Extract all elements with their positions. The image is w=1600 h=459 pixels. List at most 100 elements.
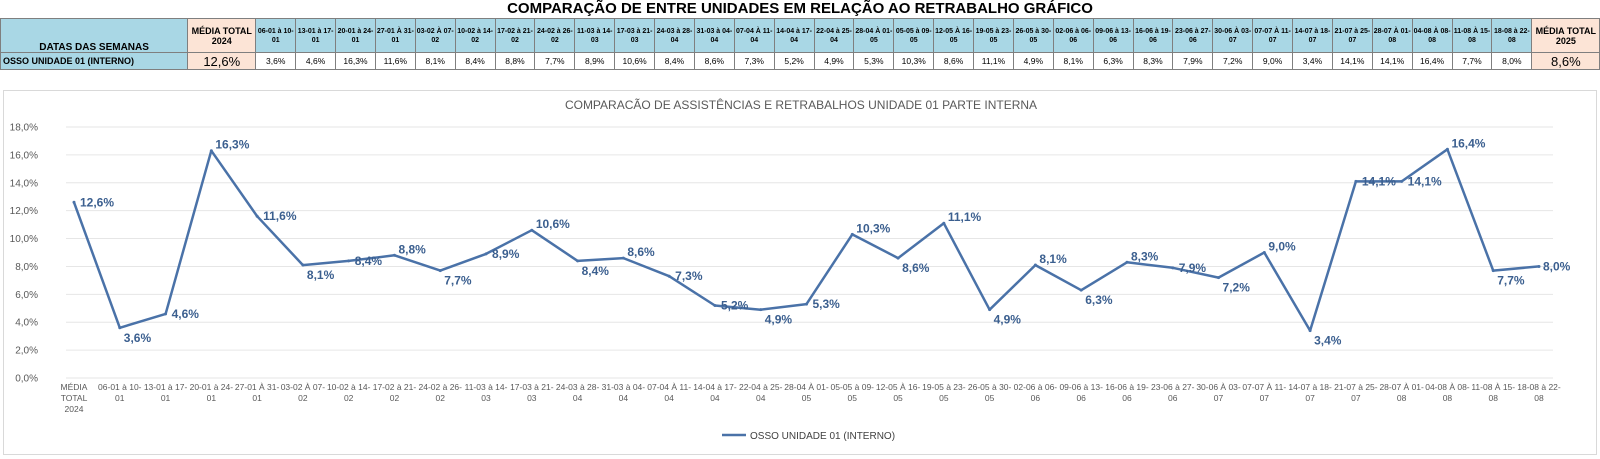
chart-container: COMPARACÃO DE ASSISTÊNCIAS E RETRABALHOS… — [3, 90, 1597, 455]
y-tick-label: 8,0% — [15, 262, 38, 273]
data-label: 16,4% — [1451, 136, 1485, 150]
week-header: 30-06 À 03-07 — [1212, 18, 1254, 53]
data-label: 8,8% — [398, 242, 426, 256]
y-tick-label: 12,0% — [10, 206, 38, 217]
line-chart: COMPARACÃO DE ASSISTÊNCIAS E RETRABALHOS… — [10, 97, 1571, 442]
week-value: 10,6% — [614, 52, 656, 70]
chart-title: COMPARACÃO DE ASSISTÊNCIAS E RETRABALHOS… — [565, 97, 1037, 112]
data-point — [118, 326, 122, 330]
x-tick-label: 19-05 à 23-05 — [922, 382, 966, 403]
data-label: 8,9% — [492, 247, 520, 261]
week-header: 11-08 À 15-08 — [1451, 18, 1493, 53]
data-point — [1217, 276, 1221, 280]
week-value: 16,3% — [335, 52, 376, 70]
data-point — [1171, 266, 1175, 270]
data-point — [392, 253, 396, 257]
x-tick-label: 14-04 à 17-04 — [693, 382, 737, 403]
data-label: 8,4% — [582, 264, 610, 278]
legend-label: OSSO UNIDADE 01 (INTERNO) — [750, 431, 895, 442]
data-label: 8,0% — [1543, 259, 1571, 273]
week-header: 22-04 à 25-04 — [813, 18, 855, 53]
x-tick-label: 20-01 à 24-01 — [190, 382, 234, 403]
data-label: 10,6% — [536, 217, 570, 231]
x-tick-label: 16-06 à 19-06 — [1105, 382, 1149, 403]
week-value: 6,3% — [1092, 52, 1134, 70]
x-tick-label: 31-03 à 04-04 — [602, 382, 646, 403]
data-point — [164, 312, 168, 316]
week-value: 11,6% — [374, 52, 416, 70]
week-value: 10,3% — [893, 52, 935, 70]
data-label: 7,2% — [1223, 281, 1251, 295]
week-header: 26-05 à 30-05 — [1012, 18, 1054, 53]
x-tick-label: 21-07 à 25-07 — [1334, 382, 1378, 403]
x-tick-label: 10-02 à 14-02 — [327, 382, 371, 403]
data-label: 16,3% — [215, 138, 249, 152]
x-tick-label: 11-03 à 14-03 — [465, 382, 508, 403]
week-header: 06-01 à 10-01 — [255, 18, 297, 53]
data-point — [621, 256, 625, 260]
avg-2025-header: MÉDIA TOTAL 2025 — [1531, 18, 1600, 53]
data-label: 4,9% — [994, 313, 1022, 327]
week-header: 23-06 à 27-06 — [1172, 18, 1214, 53]
week-value: 4,9% — [813, 52, 855, 70]
data-label: 7,7% — [444, 274, 472, 288]
data-point — [759, 308, 763, 312]
table-row: OSSO UNIDADE 01 (INTERNO) 12,6% 3,6% 4,6% 16… — [0, 52, 1600, 70]
data-point — [576, 259, 580, 263]
week-value: 14,1% — [1331, 52, 1373, 70]
avg-2024-value: 12,6% — [187, 52, 257, 70]
week-value: 14,1% — [1371, 52, 1413, 70]
data-point — [1354, 179, 1358, 183]
week-header: 21-07 à 25-07 — [1331, 18, 1373, 53]
x-tick-label: 30-06 À 03-07 — [1196, 382, 1241, 403]
data-label: 3,6% — [124, 331, 152, 345]
x-tick-label: 04-08 À 08-08 — [1425, 382, 1470, 403]
y-tick-label: 10,0% — [10, 234, 38, 245]
data-point — [1125, 260, 1129, 264]
x-tick-label: 12-05 À 16-05 — [876, 382, 921, 403]
data-label: 7,7% — [1497, 274, 1525, 288]
week-header: 07-04 À 11-04 — [733, 18, 775, 53]
week-header: 31-03 à 04-04 — [693, 18, 735, 53]
week-header: 19-05 à 23-05 — [973, 18, 1014, 53]
data-label: 14,1% — [1408, 174, 1442, 188]
data-label: 7,9% — [1179, 261, 1207, 275]
data-label: 4,9% — [765, 313, 793, 327]
week-value: 7,2% — [1212, 52, 1254, 70]
data-point — [1445, 147, 1449, 151]
row-label-header: DATAS DAS SEMANAS — [0, 18, 189, 53]
week-header: 27-01 À 31-01 — [374, 18, 416, 53]
data-label: 8,4% — [355, 254, 383, 268]
week-value: 11,1% — [973, 52, 1014, 70]
week-header: 28-04 À 01-05 — [853, 18, 895, 53]
x-tick-label: 05-05 à 09-05 — [831, 382, 875, 403]
week-value: 7,7% — [1451, 52, 1493, 70]
data-label: 8,1% — [307, 268, 335, 282]
week-header: 12-05 À 16-05 — [933, 18, 975, 53]
data-point — [850, 232, 854, 236]
data-label: 8,6% — [902, 261, 930, 275]
week-header: 05-05 à 09-05 — [893, 18, 935, 53]
x-tick-label: 07-07 À 11-07 — [1242, 382, 1286, 403]
week-header: 09-06 à 13-06 — [1092, 18, 1134, 53]
week-header: 02-06 à 06-06 — [1052, 18, 1094, 53]
data-point — [713, 303, 717, 307]
week-header: 18-08 à 22-08 — [1491, 18, 1533, 53]
data-point — [301, 263, 305, 267]
data-label: 8,1% — [1039, 252, 1067, 266]
week-header: 16-06 à 19-06 — [1132, 18, 1174, 53]
x-tick-label: 22-04 à 25-04 — [739, 382, 783, 403]
week-value: 8,1% — [1052, 52, 1094, 70]
data-label: 8,6% — [627, 245, 655, 259]
week-header: 10-02 à 14-02 — [454, 18, 496, 53]
x-tick-label: 06-01 à 10-01 — [98, 382, 142, 403]
data-point — [1537, 264, 1541, 268]
y-tick-label: 4,0% — [15, 318, 38, 329]
week-header: 17-03 à 21-03 — [614, 18, 656, 53]
week-value: 3,6% — [255, 52, 297, 70]
unit-label: OSSO UNIDADE 01 (INTERNO) — [0, 52, 189, 70]
week-header: 03-02 À 07-02 — [414, 18, 456, 53]
week-header: 14-04 à 17-04 — [773, 18, 815, 53]
data-label: 3,4% — [1314, 334, 1342, 348]
week-header: 28-07 À 01-08 — [1371, 18, 1413, 53]
